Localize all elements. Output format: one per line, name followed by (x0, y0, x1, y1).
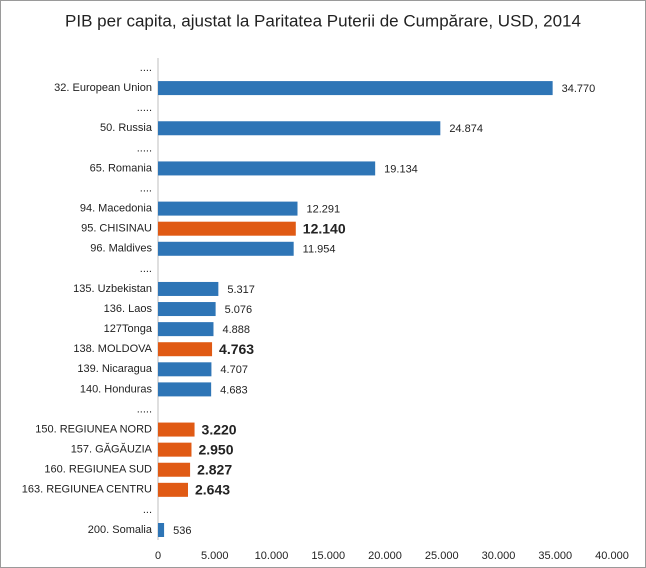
y-tick-label: 127Tonga (104, 323, 153, 335)
y-tick-label: 135. Uzbekistan (73, 283, 152, 295)
value-label: 34.770 (562, 83, 596, 95)
y-tick-label: .... (140, 182, 152, 194)
value-label: 4.683 (220, 384, 248, 396)
x-tick-label: 30.000 (482, 550, 516, 562)
bar (158, 362, 212, 377)
y-tick-label: 163. REGIUNEA CENTRU (22, 484, 152, 496)
bar (158, 81, 553, 96)
value-label: 3.220 (202, 421, 237, 437)
y-tick-label: 160. REGIUNEA SUD (44, 464, 152, 476)
value-label: 5.317 (227, 284, 255, 296)
y-tick-label: ..... (137, 403, 152, 415)
bar (158, 342, 213, 357)
y-tick-label: 150. REGIUNEA NORD (35, 423, 152, 435)
bar (158, 422, 195, 437)
y-tick-label: 50. Russia (100, 122, 153, 134)
y-tick-label: ... (143, 504, 152, 516)
value-label: 12.140 (303, 220, 346, 236)
value-label: 2.643 (195, 482, 230, 498)
value-label: 19.134 (384, 163, 418, 175)
y-tick-label: .... (140, 62, 152, 74)
bar (158, 281, 219, 296)
value-label: 12.291 (307, 204, 341, 216)
bar (158, 241, 294, 256)
x-tick-label: 20.000 (368, 550, 402, 562)
y-tick-label: 138. MOLDOVA (73, 343, 152, 355)
x-tick-label: 5.000 (201, 550, 229, 562)
value-label: 5.076 (225, 304, 253, 316)
bar (158, 523, 165, 537)
y-tick-label: 139. Nicaragua (77, 363, 152, 375)
value-label: 536 (173, 525, 191, 537)
value-label: 24.874 (449, 123, 483, 135)
bar (158, 121, 441, 136)
y-tick-label: 32. European Union (54, 82, 152, 94)
x-tick-label: 40.000 (595, 550, 629, 562)
x-tick-label: 25.000 (425, 550, 459, 562)
y-tick-label: 94. Macedonia (80, 203, 153, 215)
bar (158, 382, 212, 397)
value-label: 4.707 (220, 364, 248, 376)
y-tick-label: 96. Maldives (90, 243, 152, 255)
bar (158, 161, 376, 176)
x-tick-label: 15.000 (311, 550, 345, 562)
x-tick-label: 0 (155, 550, 161, 562)
bar (158, 482, 188, 497)
x-tick-label: 10.000 (255, 550, 289, 562)
bar (158, 462, 191, 477)
value-label: 4.888 (222, 324, 250, 336)
value-label: 11.954 (303, 244, 336, 256)
y-tick-label: 65. Romania (90, 162, 153, 174)
y-tick-label: 157. GĂGĂUZIA (71, 443, 153, 456)
y-tick-label: 136. Laos (104, 303, 153, 315)
bar (158, 322, 214, 337)
value-label: 4.763 (219, 341, 254, 357)
y-tick-label: ..... (137, 142, 152, 154)
bar (158, 302, 216, 317)
y-tick-label: 95. CHISINAU (81, 223, 152, 235)
value-label: 2.827 (197, 461, 232, 477)
bar (158, 442, 192, 457)
y-tick-label: 140. Honduras (80, 383, 153, 395)
y-tick-label: 200. Somalia (88, 524, 153, 536)
bar (158, 201, 298, 216)
y-tick-label: .... (140, 263, 152, 275)
x-tick-label: 35.000 (538, 550, 572, 562)
chart-title: PIB per capita, ajustat la Paritatea Put… (65, 11, 581, 30)
y-tick-label: ..... (137, 102, 152, 114)
value-label: 2.950 (198, 441, 233, 457)
bar (158, 221, 296, 236)
